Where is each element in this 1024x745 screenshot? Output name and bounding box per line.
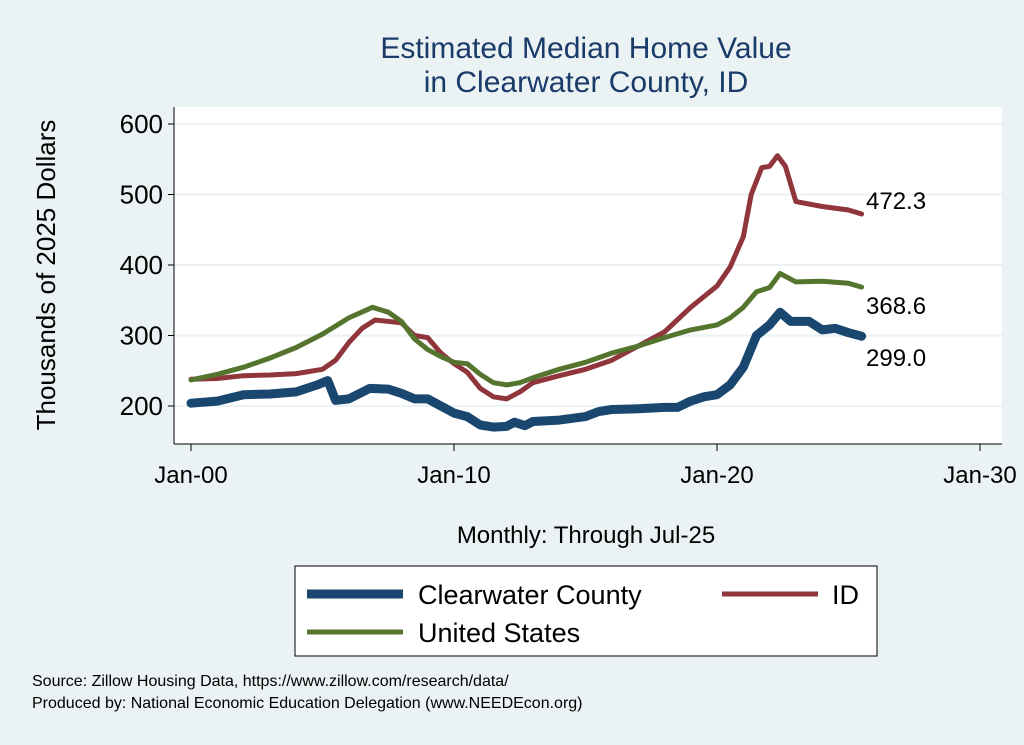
- legend-label-id: ID: [832, 580, 859, 610]
- y-tick-label: 400: [120, 250, 163, 280]
- x-tick-label: Jan-20: [680, 462, 753, 489]
- legend-label-us: United States: [418, 618, 580, 648]
- chart-title-line1: Estimated Median Home Value: [380, 32, 791, 65]
- legend-label-clearwater: Clearwater County: [418, 580, 642, 610]
- legend: Clearwater County ID United States: [294, 565, 878, 657]
- end-label-id: 472.3: [866, 188, 926, 215]
- source-note: Source: Zillow Housing Data, https://www…: [32, 673, 509, 690]
- x-tick-label: Jan-00: [154, 462, 227, 489]
- x-tick-label: Jan-30: [943, 462, 1016, 489]
- x-axis-label: Monthly: Through Jul-25: [457, 522, 715, 549]
- series-line-clearwater-county: [186, 307, 867, 432]
- y-tick-label: 500: [120, 180, 163, 210]
- legend-box: [294, 565, 878, 657]
- y-tick-label: 600: [120, 109, 163, 139]
- series-line-id: [188, 153, 865, 402]
- series-line-united-states: [188, 271, 865, 388]
- chart-title-line2: in Clearwater County, ID: [424, 66, 749, 99]
- y-tick-label: 300: [120, 321, 163, 351]
- end-label-united-states: 368.6: [866, 293, 926, 320]
- x-tick-label: Jan-10: [417, 462, 490, 489]
- y-tick-label: 200: [120, 391, 163, 421]
- end-label-clearwater-county: 299.0: [866, 345, 926, 372]
- y-axis-label: Thousands of 2025 Dollars: [31, 120, 61, 431]
- produced-by-note: Produced by: National Economic Education…: [32, 695, 583, 712]
